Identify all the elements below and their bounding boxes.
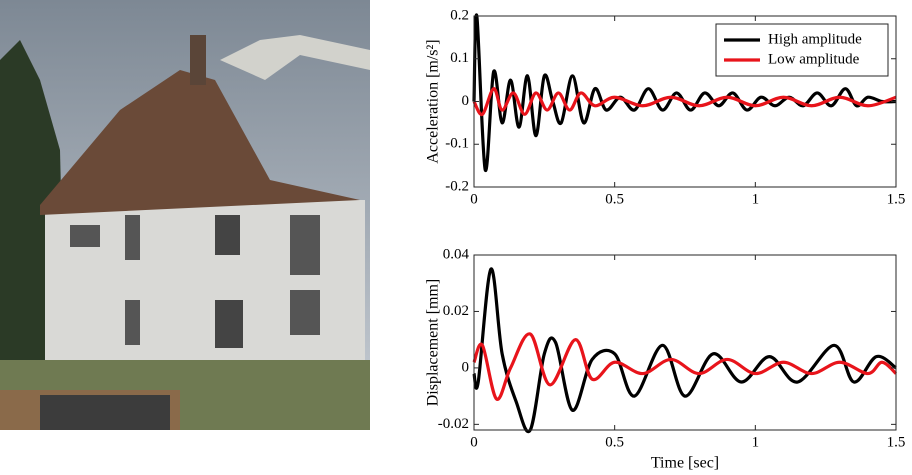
legend-label: High amplitude (768, 31, 862, 47)
y-tick-label: -0.2 (445, 178, 469, 194)
x-axis-label: Time [sec] (651, 455, 719, 472)
y-axis-label: Acceleration [m/s²] (425, 39, 442, 163)
y-tick-label: 0.04 (443, 246, 470, 262)
y-axis-label: Displacement [mm] (425, 279, 442, 407)
x-tick-label: 1 (752, 434, 760, 450)
y-tick-label: -0.02 (438, 416, 469, 432)
legend-label: Low amplitude (768, 51, 860, 67)
photo (0, 0, 370, 430)
y-tick-label: 0.02 (443, 303, 469, 319)
y-tick-label: -0.1 (445, 136, 469, 152)
x-tick-label: 1.5 (887, 434, 906, 450)
y-tick-label: 0.1 (450, 50, 469, 66)
x-tick-label: 1 (752, 191, 760, 207)
y-tick-label: 0 (462, 359, 470, 375)
x-tick-label: 0.5 (605, 434, 624, 450)
y-tick-label: 0.2 (450, 7, 469, 23)
y-tick-label: 0 (462, 93, 470, 109)
figure: 0 0.5 1 1.5 -0.2 -0.1 0 0.1 0.2 Acceleration [m/s… (0, 0, 912, 475)
x-tick-label: 0.5 (605, 191, 624, 207)
x-tick-label: 0 (470, 434, 478, 450)
x-tick-label: 1.5 (887, 191, 906, 207)
x-tick-label: 0 (470, 191, 478, 207)
